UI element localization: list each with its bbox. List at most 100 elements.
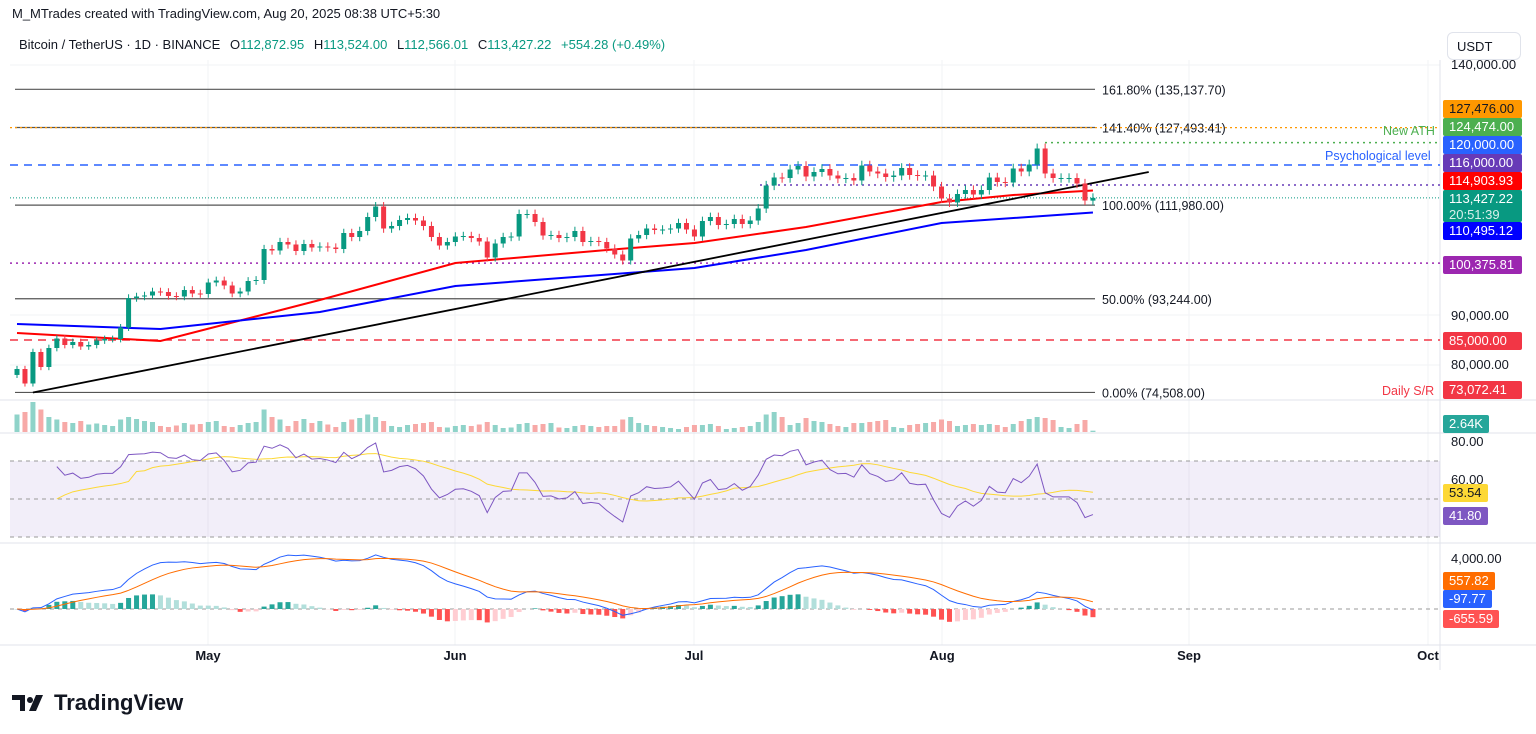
macd-histogram-bar — [1026, 605, 1032, 609]
candle-body — [341, 233, 347, 249]
currency-selector[interactable]: USDT — [1447, 32, 1521, 60]
close-key: C — [477, 37, 488, 52]
price-label: 110,495.12 — [1443, 222, 1522, 240]
volume-bar — [962, 425, 968, 432]
macd-histogram-bar — [1074, 609, 1080, 612]
candle-body — [508, 236, 514, 238]
candle-body — [660, 229, 666, 231]
candle-body — [460, 236, 466, 237]
volume-bar — [500, 428, 506, 432]
macd-histogram-bar — [38, 607, 44, 609]
macd-histogram-bar — [126, 597, 132, 609]
macd-histogram-bar — [460, 609, 466, 621]
macd-histogram-bar — [1066, 609, 1072, 611]
candle-body — [413, 218, 418, 221]
candle-body — [189, 290, 195, 294]
volume-bar — [492, 425, 498, 432]
macd-signal-line — [16, 557, 1094, 611]
candle-body — [628, 238, 634, 261]
volume-bar — [436, 427, 442, 432]
volume-bar — [715, 426, 721, 432]
macd-histogram-bar — [189, 603, 195, 609]
ath-annotation: New ATH — [1383, 124, 1435, 138]
candle-body — [588, 241, 594, 242]
macd-histogram-bar — [436, 609, 442, 620]
volume-bar — [149, 422, 155, 432]
macd-histogram-bar — [931, 609, 937, 617]
volume-bar — [30, 402, 36, 432]
volume-bar — [333, 427, 339, 432]
candle-body — [142, 295, 148, 297]
ema-blue-line — [16, 211, 1094, 331]
candle-body — [843, 178, 849, 179]
volume-bar — [970, 424, 976, 432]
macd-histogram-bar — [939, 609, 945, 620]
price-label: 127,476.00 — [1443, 100, 1522, 118]
macd-histogram-bar — [532, 608, 538, 609]
candle-body — [516, 214, 522, 237]
macd-histogram-bar — [285, 602, 291, 609]
volume-bar — [237, 425, 243, 432]
candle-body — [14, 369, 20, 375]
candle-body — [357, 231, 363, 237]
candle-body — [70, 342, 76, 345]
volume-bar — [126, 417, 132, 432]
candle-body — [548, 235, 554, 236]
volume-bar — [14, 414, 20, 432]
candle-body — [779, 177, 785, 179]
volume-bar — [660, 427, 666, 432]
macd-histogram-bar — [994, 609, 1000, 613]
candle-body — [165, 292, 171, 296]
price-tick: 90,000.00 — [1451, 308, 1509, 323]
close-value: 113,427.22 — [487, 37, 552, 52]
macd-histogram-bar — [142, 594, 148, 609]
macd-histogram-bar — [46, 604, 52, 609]
symbol-title[interactable]: Bitcoin / TetherUS · 1D · BINANCE — [19, 37, 221, 52]
macd-histogram-bar — [683, 605, 689, 609]
volume-bar — [1018, 421, 1024, 432]
volume-bar — [476, 424, 482, 432]
price-label: 124,474.00 — [1443, 118, 1522, 136]
volume-bar — [197, 424, 203, 432]
macd-histogram-bar — [1018, 607, 1024, 609]
macd-histogram-bar — [564, 609, 570, 614]
volume-bar — [691, 425, 697, 432]
macd-histogram-bar — [118, 602, 124, 609]
volume-bar — [891, 427, 897, 432]
volume-bar — [803, 418, 809, 432]
candle-body — [205, 282, 211, 294]
macd-histogram-bar — [349, 609, 355, 611]
macd-histogram-bar — [962, 609, 968, 620]
candle-body — [771, 177, 777, 186]
price-label: 85,000.00 — [1443, 332, 1522, 350]
candle-body — [986, 177, 992, 190]
volume-bar — [572, 426, 578, 432]
candle-body — [1018, 168, 1024, 172]
candle-body — [676, 223, 682, 229]
macd-histogram-bar — [548, 609, 554, 612]
symbol-legend: Bitcoin / TetherUS · 1D · BINANCE O112,8… — [19, 37, 665, 52]
macd-histogram-bar — [397, 609, 403, 611]
candle-body — [827, 169, 833, 176]
volume-bar — [413, 424, 418, 432]
candle-body — [221, 280, 227, 286]
volume-bar — [604, 426, 610, 432]
candle-body — [173, 296, 179, 297]
tradingview-logo[interactable]: TradingView — [12, 690, 183, 716]
volume-bar — [946, 421, 952, 432]
time-tick: Oct — [1417, 648, 1439, 663]
high-key: H — [313, 37, 324, 52]
macd-histogram-bar — [317, 607, 323, 609]
macd-histogram-bar — [636, 609, 642, 613]
volume-bar — [54, 419, 60, 432]
volume-bar — [373, 417, 379, 432]
macd-histogram-bar — [946, 609, 952, 622]
macd-histogram-bar — [221, 607, 227, 609]
volume-bar — [620, 419, 626, 432]
macd-histogram-bar — [771, 597, 777, 609]
volume-bar — [771, 412, 777, 432]
time-tick: Aug — [929, 648, 955, 663]
volume-bar — [165, 427, 171, 432]
candle-body — [691, 229, 697, 237]
